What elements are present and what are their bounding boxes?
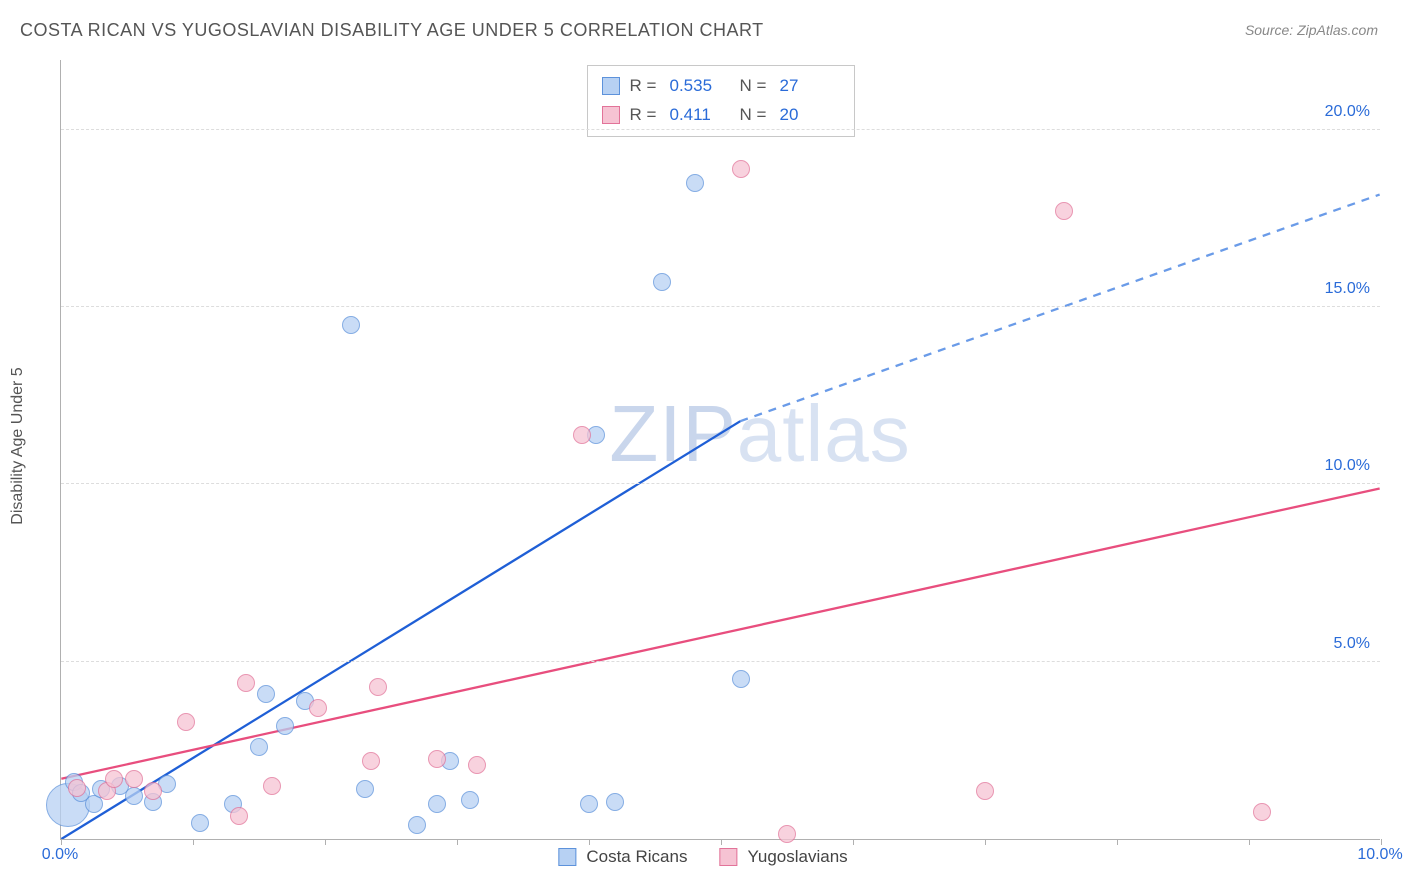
- n-value-costa: 27: [780, 72, 840, 101]
- data-point-costa: [428, 795, 446, 813]
- data-point-yugo: [237, 674, 255, 692]
- y-tick-label: 20.0%: [1325, 103, 1370, 121]
- x-tick: [589, 839, 590, 845]
- data-point-yugo: [177, 713, 195, 731]
- r-value-yugo: 0.411: [670, 101, 730, 130]
- swatch-costa-icon: [558, 848, 576, 866]
- data-point-yugo: [1253, 803, 1271, 821]
- x-tick: [457, 839, 458, 845]
- source-name: ZipAtlas.com: [1297, 22, 1378, 38]
- n-label: N =: [740, 72, 770, 101]
- stats-row-yugo: R = 0.411 N = 20: [602, 101, 840, 130]
- gridline-h: [61, 661, 1380, 662]
- watermark: ZIPatlas: [609, 388, 910, 480]
- swatch-yugo-icon: [602, 106, 620, 124]
- source-prefix: Source:: [1245, 22, 1297, 38]
- gridline-h: [61, 483, 1380, 484]
- legend-label-yugo: Yugoslavians: [747, 847, 847, 867]
- gridline-h: [61, 129, 1380, 130]
- data-point-costa: [653, 273, 671, 291]
- data-point-yugo: [428, 750, 446, 768]
- series-legend: Costa Ricans Yugoslavians: [558, 847, 847, 867]
- r-label: R =: [630, 72, 660, 101]
- data-point-costa: [342, 316, 360, 334]
- data-point-costa: [276, 717, 294, 735]
- data-point-costa: [580, 795, 598, 813]
- data-point-costa: [250, 738, 268, 756]
- data-point-yugo: [263, 777, 281, 795]
- data-point-yugo: [230, 807, 248, 825]
- data-point-costa: [191, 814, 209, 832]
- x-tick: [61, 839, 62, 845]
- data-point-yugo: [105, 770, 123, 788]
- data-point-yugo: [362, 752, 380, 770]
- stats-row-costa: R = 0.535 N = 27: [602, 72, 840, 101]
- y-tick-label: 5.0%: [1334, 635, 1370, 653]
- x-tick: [193, 839, 194, 845]
- scatter-plot-area: ZIPatlas R = 0.535 N = 27 R = 0.411 N = …: [60, 60, 1380, 840]
- data-point-costa: [125, 787, 143, 805]
- n-value-yugo: 20: [780, 101, 840, 130]
- data-point-yugo: [732, 160, 750, 178]
- data-point-costa: [356, 780, 374, 798]
- data-point-costa: [461, 791, 479, 809]
- data-point-yugo: [468, 756, 486, 774]
- data-point-costa: [606, 793, 624, 811]
- swatch-costa-icon: [602, 77, 620, 95]
- x-tick: [985, 839, 986, 845]
- data-point-yugo: [976, 782, 994, 800]
- r-value-costa: 0.535: [670, 72, 730, 101]
- legend-item-costa: Costa Ricans: [558, 847, 687, 867]
- legend-label-costa: Costa Ricans: [586, 847, 687, 867]
- x-tick: [721, 839, 722, 845]
- x-tick-label: 10.0%: [1357, 846, 1402, 864]
- x-tick: [325, 839, 326, 845]
- x-tick: [853, 839, 854, 845]
- x-tick: [1117, 839, 1118, 845]
- data-point-costa: [732, 670, 750, 688]
- x-tick: [1381, 839, 1382, 845]
- x-tick-label: 0.0%: [42, 846, 78, 864]
- gridline-h: [61, 306, 1380, 307]
- y-tick-label: 10.0%: [1325, 457, 1370, 475]
- data-point-yugo: [369, 678, 387, 696]
- source-attribution: Source: ZipAtlas.com: [1245, 22, 1378, 38]
- data-point-costa: [686, 174, 704, 192]
- stats-legend: R = 0.535 N = 27 R = 0.411 N = 20: [587, 65, 855, 137]
- swatch-yugo-icon: [719, 848, 737, 866]
- r-label: R =: [630, 101, 660, 130]
- x-tick: [1249, 839, 1250, 845]
- data-point-yugo: [144, 782, 162, 800]
- data-point-yugo: [573, 426, 591, 444]
- data-point-yugo: [125, 770, 143, 788]
- n-label: N =: [740, 101, 770, 130]
- data-point-yugo: [1055, 202, 1073, 220]
- legend-item-yugo: Yugoslavians: [719, 847, 847, 867]
- trend-lines: [61, 60, 1380, 839]
- data-point-costa: [257, 685, 275, 703]
- y-axis-label: Disability Age Under 5: [9, 367, 27, 524]
- data-point-yugo: [309, 699, 327, 717]
- data-point-yugo: [68, 779, 86, 797]
- y-tick-label: 15.0%: [1325, 280, 1370, 298]
- data-point-costa: [408, 816, 426, 834]
- data-point-yugo: [778, 825, 796, 843]
- watermark-bold: ZIP: [609, 389, 736, 478]
- chart-title: COSTA RICAN VS YUGOSLAVIAN DISABILITY AG…: [20, 20, 764, 41]
- watermark-light: atlas: [737, 389, 911, 478]
